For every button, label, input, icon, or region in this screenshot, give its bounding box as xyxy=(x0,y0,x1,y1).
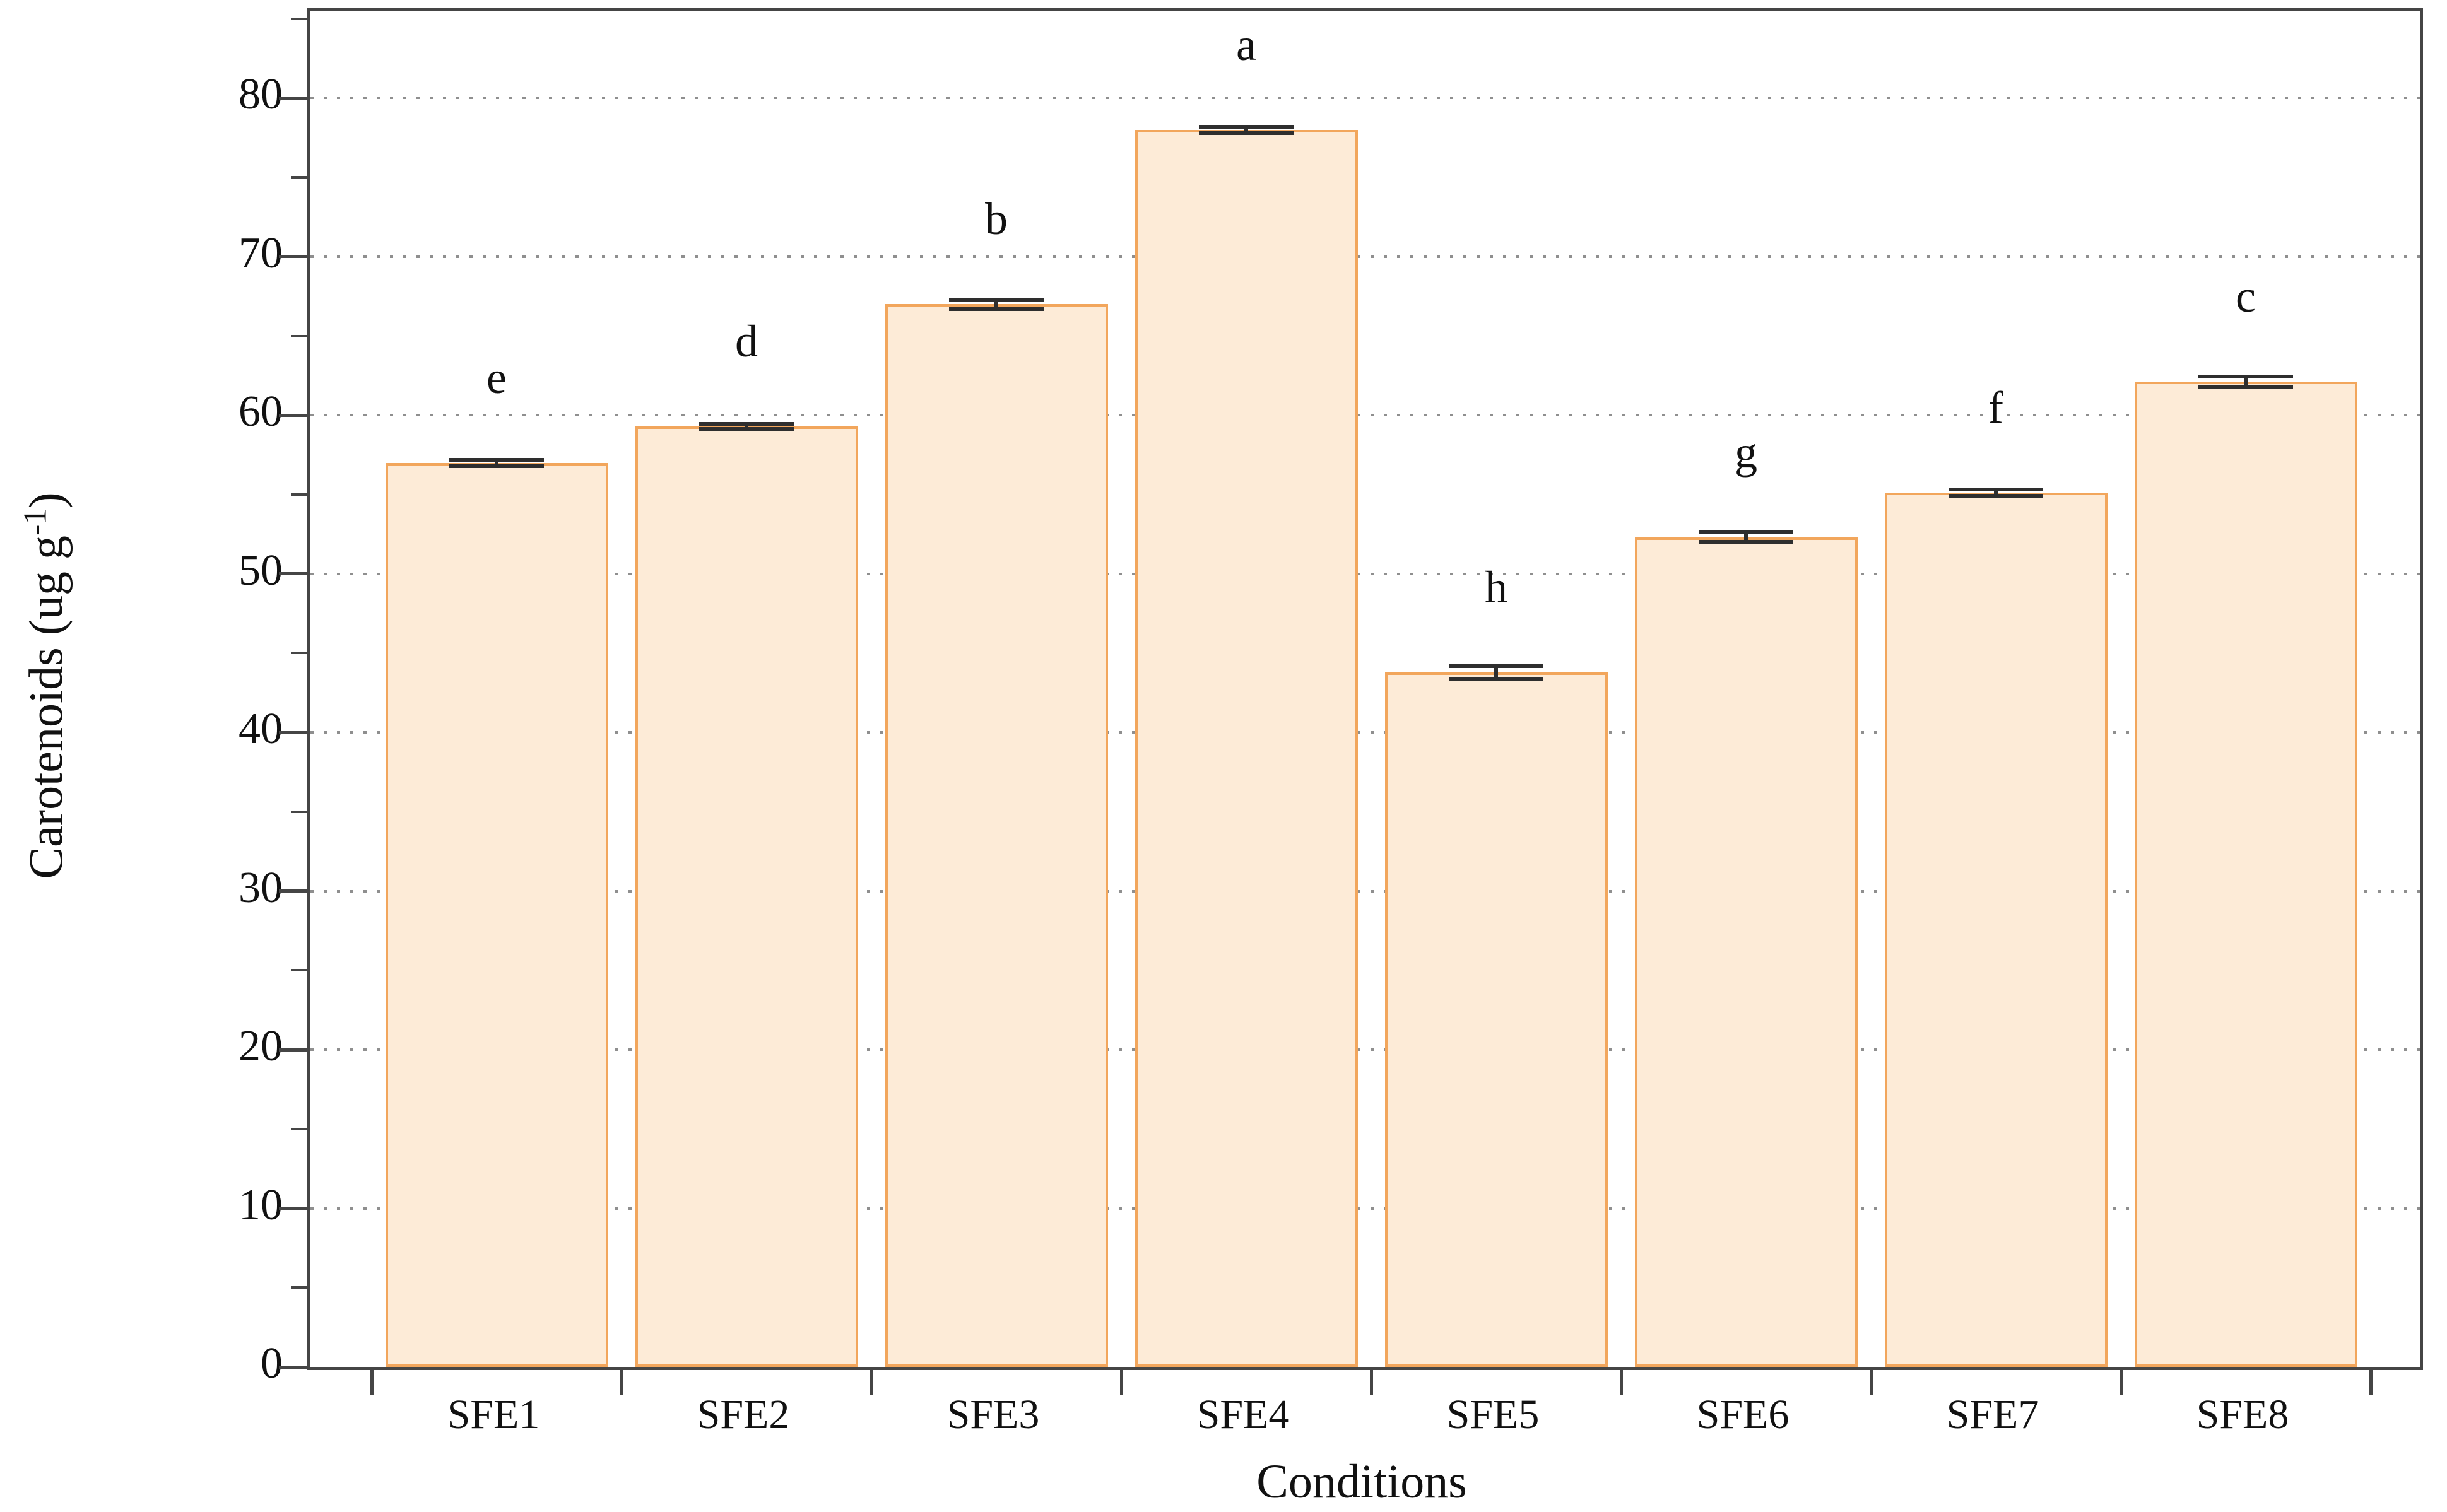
x-tick-label-sfe4: SFE4 xyxy=(1196,1392,1290,1438)
x-boundary-tick-1 xyxy=(620,1367,623,1395)
x-boundary-tick-2 xyxy=(870,1367,873,1395)
y-major-tick-20 xyxy=(279,1048,307,1052)
error-bar-sfe6 xyxy=(1699,530,1793,544)
plot-area: e d b a h g f c xyxy=(279,8,2423,1395)
y-minor-tick-85 xyxy=(291,17,307,20)
bar-sfe3 xyxy=(885,304,1108,1367)
error-bar-vline xyxy=(1244,124,1248,135)
error-bar-vline xyxy=(495,457,498,468)
y-tick-label-80: 80 xyxy=(239,70,283,119)
y-major-tick-80 xyxy=(279,96,307,100)
bar-sfe2 xyxy=(635,426,858,1367)
error-bar-sfe3 xyxy=(949,297,1044,311)
significance-letter-h: h xyxy=(1485,561,1507,612)
significance-letter-d: d xyxy=(735,315,758,366)
error-bar-sfe2 xyxy=(699,422,794,431)
y-tick-label-50: 50 xyxy=(239,546,283,595)
significance-letter-f: f xyxy=(1988,382,2003,433)
bar-sfe4 xyxy=(1135,129,1358,1367)
y-minor-tick-5 xyxy=(291,1286,307,1289)
y-major-tick-70 xyxy=(279,255,307,259)
error-bar-cap-bottom xyxy=(1699,540,1793,544)
error-bar-cap-bottom xyxy=(2198,385,2293,390)
y-tick-label-30: 30 xyxy=(239,863,283,912)
y-axis-title-superscript: -1 xyxy=(17,508,54,536)
y-minor-tick-55 xyxy=(291,493,307,496)
x-boundary-tick-5 xyxy=(1619,1367,1623,1395)
x-boundary-tick-7 xyxy=(2119,1367,2123,1395)
y-major-tick-60 xyxy=(279,413,307,417)
significance-letter-e: e xyxy=(486,352,507,403)
x-boundary-tick-8 xyxy=(2369,1367,2373,1395)
y-major-tick-40 xyxy=(279,730,307,734)
bar-sfe5 xyxy=(1384,672,1608,1367)
error-bar-cap-bottom xyxy=(699,426,794,431)
x-boundary-tick-4 xyxy=(1369,1367,1373,1395)
y-major-tick-0 xyxy=(279,1365,307,1369)
error-bar-vline xyxy=(1744,530,1748,544)
y-tick-label-20: 20 xyxy=(239,1022,283,1071)
x-tick-label-sfe1: SFE1 xyxy=(447,1392,540,1438)
x-boundary-tick-3 xyxy=(1119,1367,1123,1395)
y-major-tick-50 xyxy=(279,572,307,576)
x-axis-title: Conditions xyxy=(1256,1455,1467,1508)
error-bar-cap-bottom xyxy=(949,307,1044,311)
significance-letter-b: b xyxy=(985,194,1008,245)
y-major-tick-30 xyxy=(279,889,307,893)
significance-letter-c: c xyxy=(2236,271,2256,322)
gridline-y60 xyxy=(310,414,2420,417)
gridline-y70 xyxy=(310,255,2420,258)
significance-letter-g: g xyxy=(1735,426,1757,478)
y-tick-label-0: 0 xyxy=(261,1339,283,1388)
error-bar-vline xyxy=(2244,374,2248,390)
x-tick-label-sfe7: SFE7 xyxy=(1946,1392,2039,1438)
error-bar-vline xyxy=(994,297,998,311)
x-boundary-tick-0 xyxy=(370,1367,374,1395)
error-bar-vline xyxy=(1494,664,1498,681)
x-tick-label-sfe2: SFE2 xyxy=(697,1392,790,1438)
y-tick-label-70: 70 xyxy=(239,228,283,278)
bar-sfe1 xyxy=(385,462,608,1367)
error-bar-cap-bottom xyxy=(1449,676,1543,681)
y-axis-title-suffix: ) xyxy=(20,492,73,508)
error-bar-sfe7 xyxy=(1949,488,2043,498)
x-tick-label-sfe3: SFE3 xyxy=(946,1392,1040,1438)
y-tick-label-40: 40 xyxy=(239,705,283,754)
bar-sfe6 xyxy=(1634,537,1858,1367)
gridline-y30 xyxy=(310,889,2420,893)
bar-sfe7 xyxy=(1884,493,2108,1367)
bar-sfe8 xyxy=(2134,382,2357,1367)
error-bar-sfe8 xyxy=(2198,374,2293,390)
x-tick-label-sfe6: SFE6 xyxy=(1696,1392,1790,1438)
y-minor-tick-15 xyxy=(291,1127,307,1130)
gridline-y40 xyxy=(310,731,2420,734)
y-major-tick-10 xyxy=(279,1207,307,1210)
error-bar-sfe4 xyxy=(1199,124,1294,135)
error-bar-vline xyxy=(745,422,748,431)
y-tick-label-60: 60 xyxy=(239,387,283,437)
gridline-y20 xyxy=(310,1048,2420,1052)
error-bar-cap-bottom xyxy=(1949,494,2043,498)
y-minor-tick-65 xyxy=(291,334,307,337)
significance-letter-a: a xyxy=(1236,19,1256,70)
error-bar-sfe1 xyxy=(449,457,544,468)
y-minor-tick-75 xyxy=(291,176,307,179)
x-tick-label-sfe8: SFE8 xyxy=(2196,1392,2289,1438)
error-bar-cap-bottom xyxy=(449,464,544,468)
y-tick-label-10: 10 xyxy=(239,1180,283,1229)
x-boundary-tick-6 xyxy=(1869,1367,1873,1395)
gridline-y50 xyxy=(310,572,2420,575)
gridline-y80 xyxy=(310,97,2420,100)
error-bar-sfe5 xyxy=(1449,664,1543,681)
gridline-y10 xyxy=(310,1207,2420,1210)
error-bar-vline xyxy=(1994,488,1998,498)
y-minor-tick-45 xyxy=(291,652,307,655)
error-bar-cap-bottom xyxy=(1199,131,1294,135)
x-tick-label-sfe5: SFE5 xyxy=(1446,1392,1540,1438)
y-minor-tick-35 xyxy=(291,810,307,813)
y-minor-tick-25 xyxy=(291,969,307,972)
